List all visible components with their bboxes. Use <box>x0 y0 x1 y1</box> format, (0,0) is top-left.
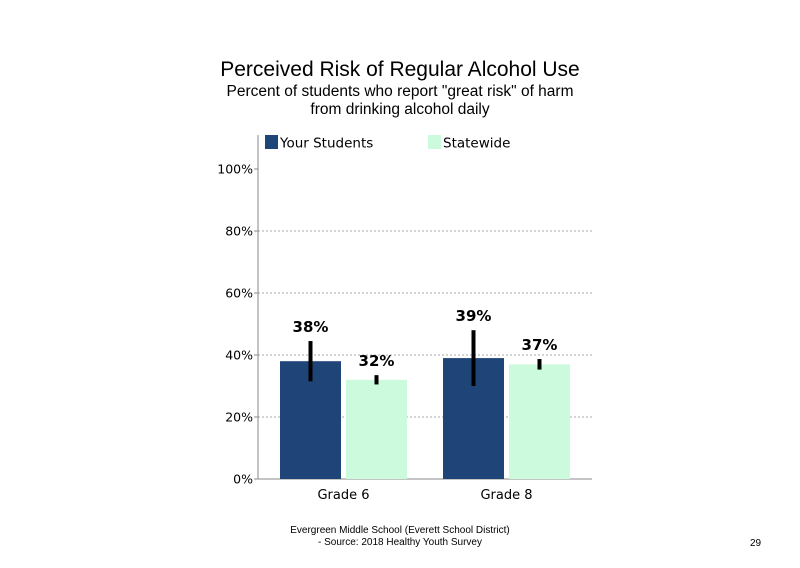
data-label: 37% <box>522 336 558 354</box>
data-label: 39% <box>456 307 492 325</box>
footer-source: Evergreen Middle School (Everett School … <box>220 525 580 549</box>
subtitle-line-1: Percent of students who report "great ri… <box>226 83 574 100</box>
chart-title: Perceived Risk of Regular Alcohol Use <box>220 58 580 81</box>
page-number: 29 <box>750 538 762 549</box>
chart-subtitle: Percent of students who report "great ri… <box>200 83 600 119</box>
y-tick-label: 60% <box>225 286 253 301</box>
legend-label: Statewide <box>443 136 510 152</box>
bar <box>346 379 407 479</box>
y-tick-label: 40% <box>225 348 253 363</box>
subtitle-line-2: from drinking alcohol daily <box>310 101 490 118</box>
footer-line-2: - Source: 2018 Healthy Youth Survey <box>318 537 482 548</box>
bar <box>509 364 570 479</box>
legend-swatch <box>428 135 441 149</box>
y-tick-label: 0% <box>233 472 253 487</box>
data-label: 32% <box>359 352 395 370</box>
legend-swatch <box>265 135 278 149</box>
x-category-label: Grade 6 <box>317 488 369 503</box>
y-tick-label: 80% <box>225 224 253 239</box>
y-tick-label: 20% <box>225 410 253 425</box>
footer-line-1: Evergreen Middle School (Everett School … <box>290 525 510 536</box>
y-tick-label: 100% <box>217 162 253 177</box>
legend-label: Your Students <box>279 136 373 152</box>
data-label: 38% <box>293 318 329 336</box>
x-category-label: Grade 8 <box>480 488 532 503</box>
